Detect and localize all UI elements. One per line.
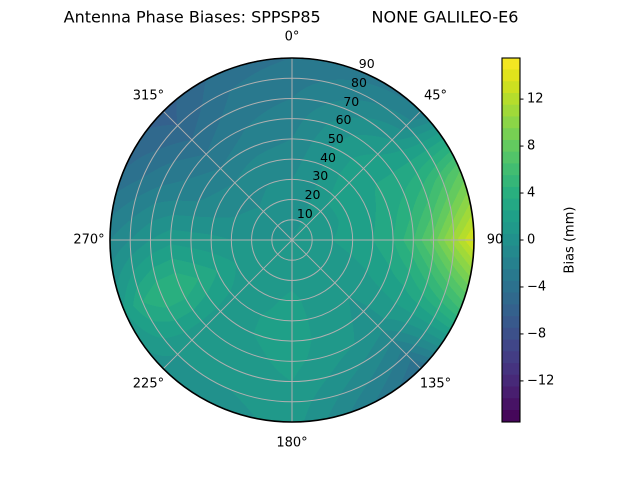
angular-tick-label-225: 225°	[132, 376, 165, 392]
radial-tick-label-20: 20	[304, 186, 321, 202]
radial-tick-label-90: 90	[358, 56, 375, 72]
colorbar-tick-label-12: 12	[527, 91, 544, 107]
angular-tick-label-45: 45°	[424, 88, 448, 104]
colorbar-tick-label-4: 4	[527, 185, 536, 201]
radial-tick-label-10: 10	[296, 205, 313, 221]
angular-tick-label-315: 315°	[132, 88, 165, 104]
radial-tick-label-60: 60	[335, 112, 352, 128]
colorbar-tick-label--4: −4	[527, 279, 547, 295]
angular-tick-label-180: 180°	[276, 435, 308, 451]
angular-tick-label-0: 0°	[284, 29, 300, 45]
chart-title: Antenna Phase Biases: SPPSP85 NONE GALIL…	[63, 7, 519, 27]
colorbar-tick-label-0: 0	[527, 232, 536, 248]
angular-tick-label-90: 90	[486, 232, 504, 248]
radial-tick-label-30: 30	[312, 168, 329, 184]
radial-tick-label-50: 50	[327, 130, 344, 146]
radial-tick-label-40: 40	[320, 149, 336, 165]
colorbar-tick-label--8: −8	[527, 326, 547, 342]
colorbar-tick-label--12: −12	[527, 373, 555, 389]
colorbar-tick-label-8: 8	[527, 138, 536, 154]
radial-tick-label-70: 70	[343, 93, 360, 109]
angular-tick-label-135: 135°	[419, 376, 452, 392]
angular-tick-label-270: 270°	[73, 232, 105, 248]
colorbar-axis-label: Bias (mm)	[562, 206, 578, 274]
radial-tick-label-80: 80	[351, 74, 367, 90]
